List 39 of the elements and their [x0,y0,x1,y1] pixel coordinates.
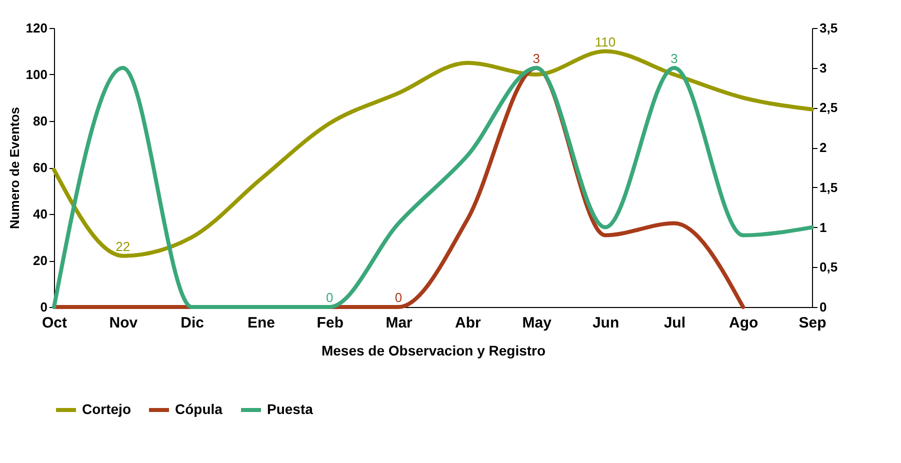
y-tick-label: 80 [33,114,48,128]
y2-tick-label: 3 [820,60,827,76]
x-tick-label: Feb [316,314,344,332]
legend-label: Cópula [175,401,223,417]
x-axis-title: Meses de Observacion y Registro [321,342,546,358]
x-tick-label: Jul [664,314,686,332]
y2-tick-label: 2 [820,140,827,156]
y-tick-label: 20 [33,253,48,268]
x-tick-label: Oct [42,314,68,332]
x-tick-label: Jun [592,314,620,332]
data-label: 0 [326,290,334,305]
data-label: 22 [116,238,130,254]
data-label: 3 [532,50,540,66]
x-tick-label: Ago [729,314,758,332]
y-tick-label: 40 [33,206,48,222]
x-tick-label: Mar [386,314,413,332]
y-tick-label: 100 [26,67,48,82]
line-series [52,49,814,258]
legend-label: Cortejo [82,401,131,417]
x-tick-label: Abr [455,314,482,332]
data-label: 0 [394,290,402,305]
y-tick-label: 0 [40,300,48,314]
y-axis-title: Numero de Eventos [6,106,22,230]
x-tick-label: May [522,314,552,332]
x-tick-label: Nov [109,314,138,332]
x-tick-label: Dic [180,314,204,332]
y-tick-label: 60 [33,160,48,175]
y-tick-label: 120 [26,20,48,36]
y2-tick-label: 2,5 [820,100,838,116]
data-label: 110 [594,34,616,50]
y2-tick-label: 1 [820,220,827,235]
y2-tick-label: 0 [820,300,827,314]
data-label: 3 [670,50,678,66]
y2-tick-label: 1,5 [820,180,838,195]
y2-tick-label: 3,5 [820,20,838,36]
y2-tick-label: 0,5 [820,260,838,275]
x-tick-label: Sep [798,314,826,332]
x-tick-label: Ene [247,314,275,332]
legend-label: Puesta [267,401,314,417]
